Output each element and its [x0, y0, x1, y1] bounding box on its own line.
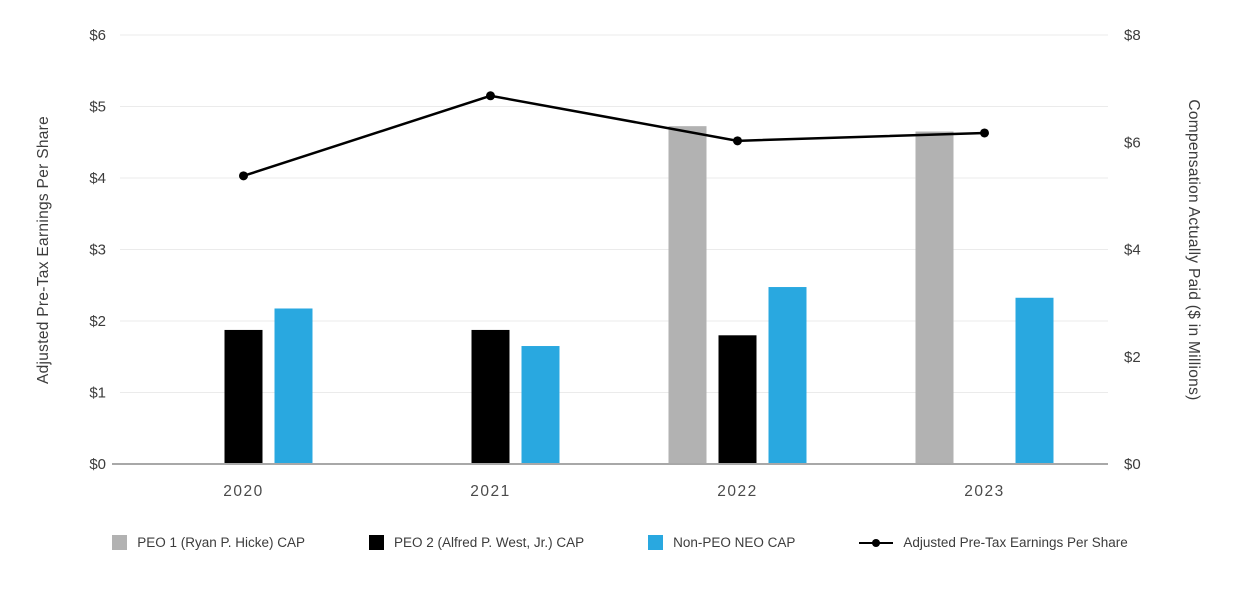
- legend-swatch: [369, 535, 385, 550]
- category-label: 2021: [470, 483, 510, 500]
- right-axis-tick-label: $6: [1124, 134, 1141, 151]
- legend-label: PEO 1 (Ryan P. Hicke) CAP: [137, 535, 306, 550]
- line-point: [486, 91, 495, 101]
- legend-item-line: Adjusted Pre-Tax Earnings Per Share: [859, 535, 1128, 550]
- legend-item: Non-PEO NEO CAP: [648, 535, 795, 550]
- right-axis-title: Compensation Actually Paid ($ in Million…: [1185, 99, 1202, 401]
- legend-swatch: [648, 535, 664, 550]
- left-axis-tick-label: $2: [89, 313, 106, 330]
- legend-line-swatch: [859, 538, 894, 548]
- bar: [274, 308, 313, 464]
- bar: [718, 335, 757, 464]
- chart-legend: PEO 1 (Ryan P. Hicke) CAP PEO 2 (Alfred P…: [0, 535, 1240, 550]
- bar: [915, 131, 954, 464]
- left-axis-tick-label: $5: [89, 99, 106, 116]
- legend-label: Non-PEO NEO CAP: [673, 535, 796, 550]
- legend-item: PEO 1 (Ryan P. Hicke) CAP: [112, 535, 305, 550]
- line-point: [733, 136, 742, 146]
- bar: [471, 329, 510, 464]
- bar: [1015, 297, 1054, 464]
- category-label: 2022: [717, 483, 757, 500]
- right-axis-tick-label: $2: [1124, 349, 1141, 366]
- category-label: 2020: [223, 483, 263, 500]
- bar: [768, 287, 807, 464]
- bar: [668, 126, 707, 464]
- legend-item: PEO 2 (Alfred P. West, Jr.) CAP: [369, 535, 584, 550]
- right-axis-tick-label: $4: [1124, 242, 1141, 259]
- left-axis-tick-label: $0: [89, 456, 106, 473]
- right-axis-tick-label: $8: [1124, 27, 1141, 44]
- left-axis-tick-label: $6: [89, 27, 106, 44]
- left-axis-tick-label: $3: [89, 242, 106, 259]
- right-axis-tick-label: $0: [1124, 456, 1141, 473]
- legend-swatch: [112, 535, 128, 550]
- line-point: [980, 128, 989, 138]
- bar: [224, 329, 263, 464]
- left-axis-title: Adjusted Pre-Tax Earnings Per Share: [35, 115, 52, 385]
- line-series: [243, 94, 985, 178]
- left-axis-tick-label: $1: [89, 385, 106, 402]
- category-label: 2023: [964, 483, 1004, 500]
- bar: [521, 346, 560, 464]
- line-point: [239, 171, 248, 181]
- legend-label: Adjusted Pre-Tax Earnings Per Share: [903, 535, 1128, 550]
- left-axis-tick-label: $4: [89, 170, 106, 187]
- legend-label: PEO 2 (Alfred P. West, Jr.) CAP: [394, 535, 585, 550]
